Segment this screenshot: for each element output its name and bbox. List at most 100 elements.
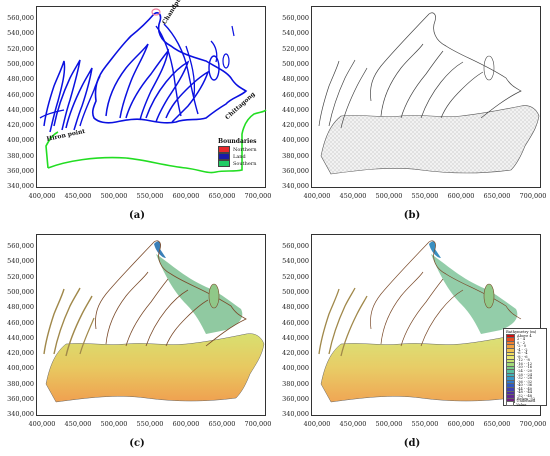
y-tick-label: 540,000 [282,257,309,266]
x-tick-label: 650,000 [208,420,236,428]
y-tick-label: 360,000 [282,167,309,175]
y-tick-label: 360,000 [7,167,34,175]
y-tick-label: 560,000 [282,14,309,22]
caption-d: (d) [403,438,421,449]
y-tick-label: 440,000 [7,333,34,342]
y-tick-label: 400,000 [282,364,309,373]
x-tick-label: 550,000 [411,420,439,428]
y-tick-label: 560,000 [7,242,34,250]
bathymetry-legend-item: Undefined Value [506,399,544,407]
y-tick-label: 380,000 [7,379,34,388]
y-tick-label: 340,000 [7,410,34,419]
y-tick-label: 540,000 [7,257,34,266]
x-tick-label: 450,000 [64,192,92,200]
x-tick-label: 650,000 [483,420,511,428]
y-tick-label: 520,000 [282,44,309,53]
x-tick-label: 700,000 [519,420,547,428]
y-tick-label: 480,000 [7,303,34,312]
y-tick-label: 500,000 [282,59,309,68]
caption-a: (a) [129,210,145,221]
legend-item-land: Land [218,153,257,160]
bathymetry-legend-label: -6 - -4 [517,351,528,356]
x-tick-label: 400,000 [28,192,56,200]
bathymetry-legend-label: Below -52 [517,397,536,402]
panel-b-mesh-map [318,12,540,175]
y-tick-label: 460,000 [282,90,309,99]
x-tick-label: 600,000 [447,420,475,428]
land-boundary [91,12,248,124]
legend-swatch [218,146,230,153]
y-tick-label: 480,000 [7,75,34,84]
panel-d-bathymetry-map [318,240,540,403]
x-tick-label: 700,000 [244,420,272,428]
y-tick-label: 400,000 [7,136,34,145]
x-tick-label: 450,000 [339,192,367,200]
y-tick-label: 340,000 [282,410,309,419]
bathymetry-legend-label: -20 - -16 [517,365,533,370]
boundaries-legend: Boundaries Northern Land Southern [218,138,257,167]
panel-a: Chandpur Chittagong Hiron point Boundari… [0,0,275,228]
panel-c-bathymetry-map [43,240,265,403]
y-tick-label: 460,000 [282,318,309,327]
y-tick-label: 460,000 [7,318,34,327]
caption-b: (b) [403,210,421,221]
bathymetry-legend-label: Above 4 [517,333,532,338]
bathymetry-legend-label: -48 - -44 [517,390,533,395]
x-tick-label: 600,000 [447,192,475,200]
legend-item-label: Land [233,153,246,160]
x-tick-label: 500,000 [375,420,403,428]
y-tick-label: 500,000 [7,59,34,68]
x-tick-label: 400,000 [303,420,331,428]
panel-c: (c) 560,000 540,000 520,000 500,000 480,000 4… [0,228,275,456]
y-tick-label: 520,000 [282,272,309,281]
legend-item-label: Northern [233,146,257,153]
bathymetry-legend-label: -8 - -6 [517,354,528,359]
y-tick-label: 500,000 [7,287,34,296]
x-tick-label: 550,000 [136,420,164,428]
x-tick-label: 600,000 [172,192,200,200]
panel-a-map [39,8,267,174]
x-tick-label: 550,000 [411,192,439,200]
bathymetry-legend-label: -24 - -20 [517,369,533,374]
x-tick-label: 500,000 [100,192,128,200]
y-tick-label: 340,000 [282,182,309,191]
northern-boundary [151,8,161,16]
y-tick-label: 520,000 [7,44,34,53]
bathymetry-legend-label: -4 - -2 [517,347,528,352]
x-tick-label: 700,000 [244,192,272,200]
y-tick-label: 380,000 [7,151,34,160]
legend-item-label: Southern [233,160,257,167]
y-tick-label: 400,000 [7,364,34,373]
y-tick-label: 560,000 [282,242,309,250]
legend-swatch [506,401,515,407]
bathymetry-legend-label: -36 - -32 [517,379,533,384]
panel-b: (b) 560,000 540,000 520,000 500,000 480,000 4… [275,0,550,228]
legend-swatch [218,153,230,160]
caption-c: (c) [129,438,145,449]
y-tick-label: 360,000 [282,395,309,403]
y-tick-label: 380,000 [282,151,309,160]
bathymetry-legend-label: Undefined Value [516,399,536,407]
x-tick-label: 550,000 [136,192,164,200]
y-tick-label: 360,000 [7,395,34,403]
y-tick-label: 440,000 [7,105,34,114]
x-tick-label: 450,000 [64,420,92,428]
bathymetry-legend-label: -44 - -40 [517,386,533,391]
y-tick-label: 420,000 [7,121,34,130]
southern-boundary [47,109,267,174]
y-tick-label: 540,000 [7,29,34,38]
bathymetry-legend-label: -12 - -8 [517,358,530,363]
legend-swatch [218,160,230,167]
x-tick-label: 400,000 [303,192,331,200]
x-tick-label: 700,000 [519,192,547,200]
y-tick-label: 440,000 [282,333,309,342]
bathymetry-legend-title: Bathymetry (m) [506,329,537,334]
bathymetry-legend-label: 2 - 4 [517,337,526,342]
y-tick-label: 500,000 [282,287,309,296]
legend-item-southern: Southern [218,160,257,167]
y-tick-label: 480,000 [282,75,309,84]
x-tick-label: 600,000 [172,420,200,428]
